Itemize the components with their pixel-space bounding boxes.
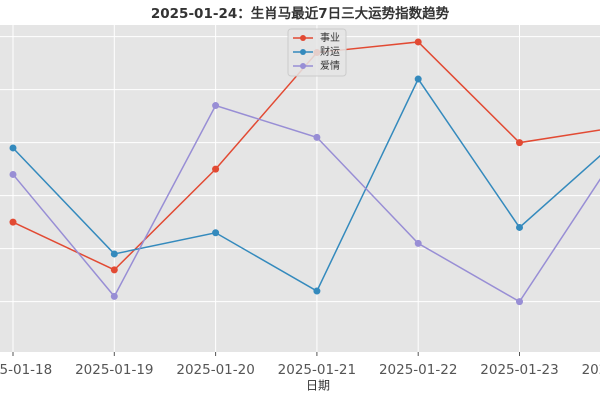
data-point: [212, 229, 220, 237]
chart-title: 2025-01-24：生肖马最近7日三大运势指数趋势: [151, 5, 450, 22]
data-point: [516, 139, 523, 147]
data-point: [313, 133, 321, 141]
data-point: [9, 144, 17, 152]
legend-label: 事业: [320, 31, 340, 44]
data-point: [9, 170, 17, 178]
plot-area: [0, 25, 600, 352]
data-point: [414, 75, 422, 83]
legend-marker: [300, 63, 306, 69]
x-tick-label: 2025-01-19: [75, 362, 153, 378]
legend-label: 财运: [320, 45, 340, 58]
legend-marker: [300, 35, 306, 41]
x-axis-label: 日期: [306, 379, 330, 393]
data-point: [414, 38, 422, 46]
data-point: [212, 102, 220, 110]
x-tick-label: 2025-01-24: [582, 362, 600, 378]
x-tick-label: 2025-01-23: [480, 362, 558, 378]
data-point: [110, 250, 118, 258]
data-point: [212, 165, 220, 173]
data-point: [110, 292, 118, 300]
x-tick-label: 2025-01-18: [0, 362, 52, 378]
data-point: [9, 218, 17, 226]
data-point: [516, 298, 523, 306]
data-point: [110, 266, 118, 274]
x-tick-label: 2025-01-22: [379, 362, 457, 378]
data-point: [414, 239, 422, 247]
x-tick-label: 2025-01-20: [176, 362, 254, 378]
grid: [0, 25, 600, 352]
data-point: [313, 287, 321, 295]
legend-label: 爱情: [320, 59, 340, 72]
data-point: [516, 223, 523, 231]
legend-marker: [300, 49, 306, 55]
x-tick-label: 2025-01-21: [278, 362, 356, 378]
